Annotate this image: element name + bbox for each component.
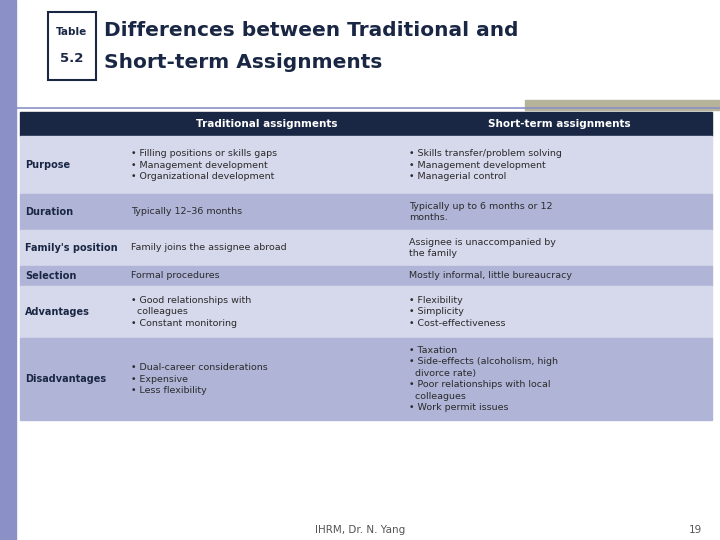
Text: • Skills transfer/problem solving
• Management development
• Managerial control: • Skills transfer/problem solving • Mana… — [409, 149, 562, 181]
Text: Typically 12–36 months: Typically 12–36 months — [131, 207, 242, 217]
Text: 19: 19 — [688, 525, 701, 535]
Bar — [20, 266, 712, 286]
Bar — [0, 0, 16, 540]
Text: Differences between Traditional and: Differences between Traditional and — [104, 21, 518, 39]
Bar — [20, 338, 712, 420]
Text: Short-term assignments: Short-term assignments — [487, 119, 630, 129]
Text: Purpose: Purpose — [25, 160, 70, 170]
Text: Assignee is unaccompanied by
the family: Assignee is unaccompanied by the family — [409, 238, 556, 258]
Text: Typically up to 6 months or 12
months.: Typically up to 6 months or 12 months. — [409, 202, 552, 222]
FancyBboxPatch shape — [48, 12, 96, 80]
Text: Short-term Assignments: Short-term Assignments — [104, 52, 382, 71]
Text: Family joins the assignee abroad: Family joins the assignee abroad — [131, 244, 287, 253]
Text: • Flexibility
• Simplicity
• Cost-effectiveness: • Flexibility • Simplicity • Cost-effect… — [409, 296, 505, 328]
Text: Selection: Selection — [25, 271, 76, 281]
Bar — [20, 194, 712, 230]
Text: Family's position: Family's position — [25, 243, 117, 253]
Text: IHRM, Dr. N. Yang: IHRM, Dr. N. Yang — [315, 525, 405, 535]
Text: Traditional assignments: Traditional assignments — [197, 119, 338, 129]
Text: • Good relationships with
  colleagues
• Constant monitoring: • Good relationships with colleagues • C… — [131, 296, 251, 328]
Bar — [20, 230, 712, 266]
Text: • Taxation
• Side-effects (alcoholism, high
  divorce rate)
• Poor relationships: • Taxation • Side-effects (alcoholism, h… — [409, 346, 558, 412]
Bar — [20, 286, 712, 338]
Text: Table: Table — [56, 27, 88, 37]
Text: 5.2: 5.2 — [60, 51, 84, 64]
Bar — [525, 100, 720, 110]
Text: Duration: Duration — [25, 207, 73, 217]
Text: Advantages: Advantages — [25, 307, 90, 317]
Text: Formal procedures: Formal procedures — [131, 272, 220, 280]
Text: • Filling positions or skills gaps
• Management development
• Organizational dev: • Filling positions or skills gaps • Man… — [131, 149, 277, 181]
Text: • Dual-career considerations
• Expensive
• Less flexibility: • Dual-career considerations • Expensive… — [131, 363, 268, 395]
Text: Disadvantages: Disadvantages — [25, 374, 106, 384]
Text: Mostly informal, little bureaucracy: Mostly informal, little bureaucracy — [409, 272, 572, 280]
Bar — [20, 136, 712, 194]
Bar — [20, 112, 712, 136]
